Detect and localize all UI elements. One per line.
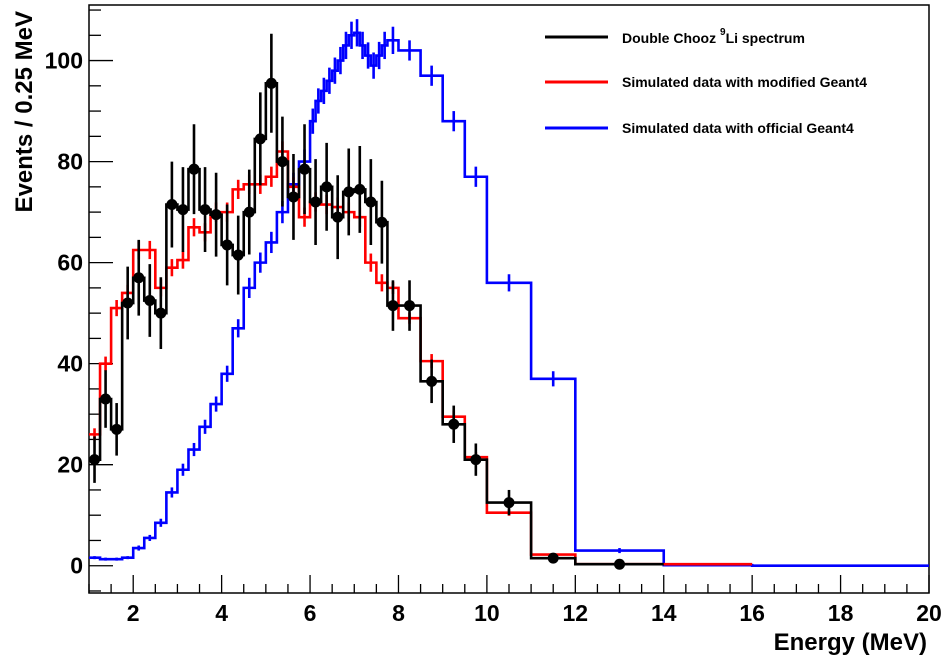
data-point [287, 191, 299, 203]
legend: Double Chooz 9Li spectrum Simulated data… [545, 27, 867, 136]
data-point [404, 300, 416, 312]
data-point [188, 163, 200, 175]
data-point [321, 181, 333, 193]
data-point [210, 209, 222, 221]
data-point [376, 216, 388, 228]
x-tick-label: 18 [828, 600, 854, 626]
data-point [503, 497, 515, 509]
y-tick-label: 100 [45, 48, 83, 74]
x-tick-label: 2 [127, 600, 140, 626]
series-layer [89, 19, 929, 570]
data-point [221, 239, 233, 251]
data-point [111, 423, 123, 435]
x-tick-label: 4 [215, 600, 228, 626]
legend-label-data-post: Li spectrum [726, 30, 805, 46]
data-point [166, 199, 178, 211]
data-point [232, 249, 244, 261]
data-point [177, 204, 189, 216]
data-point [144, 295, 156, 307]
data-point [100, 393, 112, 405]
legend-label-data-pre: Double Chooz [622, 30, 720, 46]
histogram-line [89, 31, 929, 568]
x-tick-label: 10 [474, 600, 500, 626]
data-point [254, 133, 266, 145]
legend-label-modified: Simulated data with modified Geant4 [622, 74, 867, 90]
legend-label-official: Simulated data with official Geant4 [622, 120, 854, 136]
x-tick-label: 12 [563, 600, 589, 626]
series-0 [89, 33, 664, 570]
x-axis-title: Energy (MeV) [774, 629, 927, 656]
data-point [343, 186, 355, 198]
data-point [310, 196, 322, 208]
data-point [89, 454, 101, 466]
y-tick-label: 0 [70, 553, 83, 579]
legend-label-data-sup: 9 [720, 27, 726, 38]
data-point [265, 77, 277, 89]
data-point [426, 375, 438, 387]
histogram-line [89, 81, 664, 566]
series-2 [89, 19, 929, 568]
data-point [547, 552, 559, 564]
data-point [332, 211, 344, 223]
x-tick-label: 20 [916, 600, 942, 626]
data-point [155, 307, 167, 319]
x-tick-label: 14 [651, 600, 677, 626]
data-point [448, 418, 460, 430]
y-tick-label: 20 [57, 452, 83, 478]
data-point [614, 558, 626, 570]
y-tick-label: 60 [57, 250, 83, 276]
data-point [299, 163, 311, 175]
data-point [276, 156, 288, 168]
y-tick-label: 80 [57, 149, 83, 175]
data-point [387, 300, 399, 312]
x-tick-label: 16 [739, 600, 765, 626]
data-point [354, 183, 366, 195]
y-tick-labels: 0 20 40 60 80 100 [45, 48, 83, 579]
data-point [243, 206, 255, 218]
data-point [122, 297, 134, 309]
y-axis-title: Events / 0.25 MeV [11, 11, 38, 212]
data-point [199, 204, 211, 216]
data-point [470, 454, 482, 466]
data-point [133, 272, 145, 284]
data-point [365, 196, 377, 208]
x-tick-labels: 2 4 6 8 10 12 14 16 18 20 [127, 600, 942, 626]
x-tick-label: 8 [392, 600, 405, 626]
y-tick-label: 40 [57, 351, 83, 377]
x-tick-label: 6 [304, 600, 317, 626]
legend-label-data: Double Chooz 9Li spectrum [622, 27, 805, 46]
